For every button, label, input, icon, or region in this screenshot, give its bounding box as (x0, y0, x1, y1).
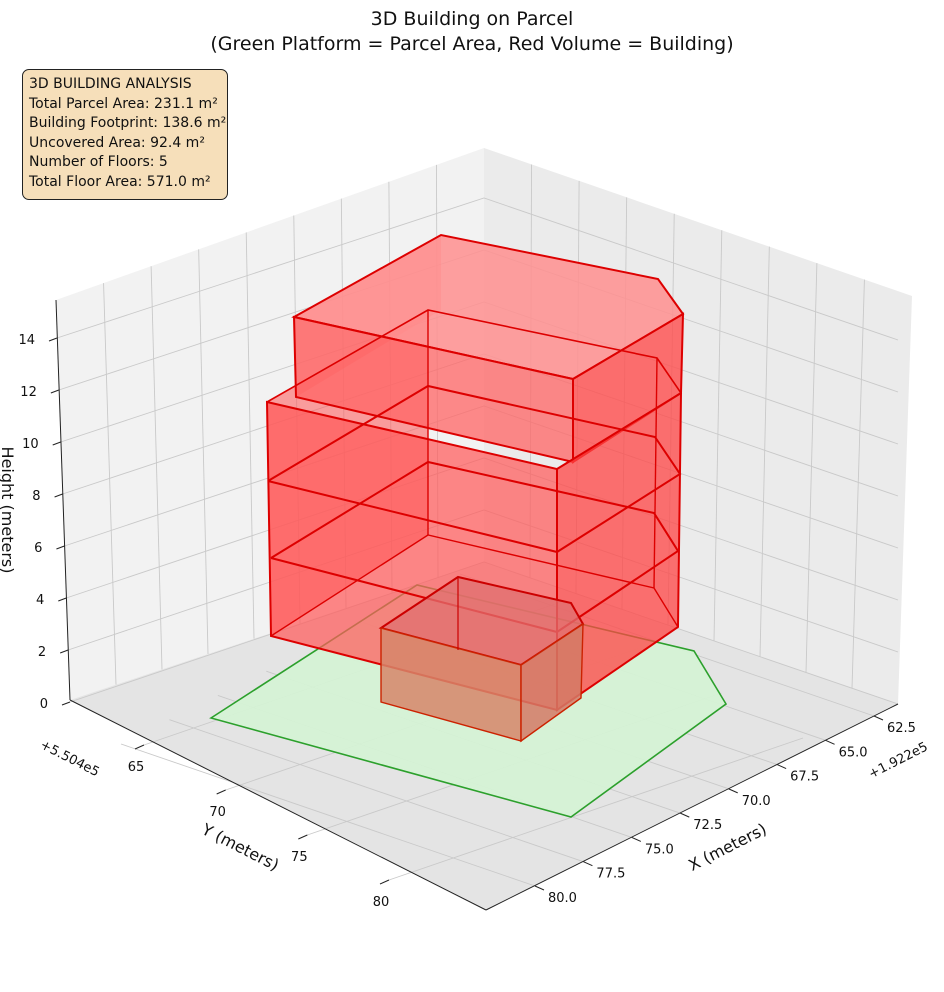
x-tick-mark (583, 861, 593, 867)
right-wall-gridline (851, 279, 865, 689)
x-tick-label: 70.0 (742, 794, 771, 809)
x-tick-label: 65.0 (839, 745, 868, 760)
z-tick-label: 12 (20, 385, 37, 400)
y-offset-label: +5.504e5 (37, 738, 101, 781)
x-tick-mark (631, 836, 642, 842)
right-wall-gridline (713, 230, 723, 641)
z-axis-line (55, 299, 71, 701)
info-number-of-floors: Number of Floors: 5 (29, 154, 168, 171)
y-axis-line (69, 699, 487, 911)
right-wall-gridline (759, 246, 770, 657)
z-tick-label: 6 (34, 541, 42, 556)
x-tick-mark (873, 715, 884, 721)
z-tick-label: 0 (40, 697, 48, 712)
z-axis-ticks: 0 2 4 6 8 10 12 14 (18, 333, 71, 712)
info-uncovered-area: Uncovered Area: 92.4 m² (29, 134, 205, 151)
floor-line-2 (267, 384, 682, 554)
x-offset-label: +1.922e5 (866, 740, 930, 783)
z-tick-label: 2 (38, 645, 46, 660)
x-tick-label: 75.0 (645, 842, 674, 857)
x-tick-mark (776, 764, 787, 770)
chart-title-line-1: 3D Building on Parcel (371, 8, 574, 30)
ground-box-side (520, 622, 584, 743)
x-axis-ticks: 62.5 65.0 67.5 70.0 72.5 75.0 77.5 80.0 (534, 715, 916, 906)
y-axis-ticks: 65 70 75 80 (128, 744, 390, 910)
x-gridline-floor (169, 719, 584, 863)
axes-edges (55, 299, 899, 911)
info-building-footprint: Building Footprint: 138.6 m² (29, 115, 227, 132)
x-tick-label: 80.0 (548, 891, 577, 906)
y-tick-label: 75 (291, 850, 308, 865)
z-tick-label: 4 (36, 593, 44, 608)
analysis-info-box: 3D BUILDING ANALYSIS Total Parcel Area: … (22, 69, 228, 200)
z-axis-label: Height (meters) (0, 447, 17, 574)
y-tick-mark (298, 834, 308, 840)
z-gridline-walls (56, 197, 899, 341)
x-tick-mark (534, 885, 545, 891)
right-wall-gridline (805, 263, 818, 673)
z-tick-label: 10 (22, 437, 39, 452)
x-tick-label: 77.5 (596, 867, 625, 882)
z-tick-mark (59, 649, 69, 654)
building-volume (265, 233, 685, 743)
z-tick-label: 14 (18, 333, 35, 348)
z-tick-mark (54, 493, 63, 498)
x-tick-label: 62.5 (887, 721, 916, 736)
y-tick-label: 70 (209, 805, 226, 820)
x-tick-mark (825, 739, 835, 745)
z-tick-mark (52, 441, 61, 446)
x-tick-label: 72.5 (693, 818, 722, 833)
x-tick-mark (680, 812, 690, 818)
left-wall-gridline (103, 283, 117, 685)
left-wall-gridline (245, 232, 255, 639)
y-axis-label: Y (meters) (198, 819, 282, 874)
y-tick-label: 65 (128, 760, 145, 775)
info-total-parcel-area: Total Parcel Area: 231.1 m² (29, 95, 218, 112)
info-total-floor-area: Total Floor Area: 571.0 m² (29, 173, 211, 190)
z-tick-mark (50, 389, 60, 394)
z-tick-label: 8 (32, 489, 40, 504)
z-tick-mark (48, 337, 58, 342)
y-tick-mark (134, 744, 145, 750)
x-axis-line (485, 703, 899, 911)
y-gridline-floor (388, 737, 804, 881)
floor-line-4 (270, 534, 679, 637)
z-tick-mark (61, 701, 71, 706)
x-tick-label: 67.5 (790, 770, 819, 785)
x-tick-mark (728, 788, 738, 794)
y-tick-mark (216, 789, 226, 795)
z-tick-mark (58, 597, 67, 602)
z-tick-mark (56, 545, 65, 550)
left-wall-gridline (150, 266, 163, 670)
info-heading: 3D BUILDING ANALYSIS (29, 76, 192, 92)
chart-title-line-2: (Green Platform = Parcel Area, Red Volum… (210, 33, 733, 55)
left-wall-gridline (198, 249, 209, 655)
y-tick-mark (379, 879, 390, 885)
inner-edge-2 (653, 357, 658, 589)
y-tick-label: 80 (373, 895, 390, 910)
x-gridline-floor (120, 743, 536, 887)
